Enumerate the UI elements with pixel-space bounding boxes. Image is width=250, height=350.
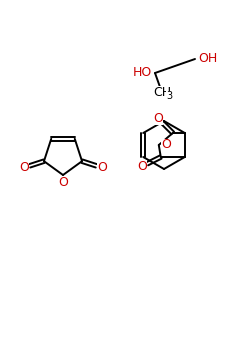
Text: HO: HO [133,66,152,79]
Text: CH: CH [153,85,171,98]
Text: O: O [58,175,68,189]
Text: 3: 3 [166,91,172,101]
Text: O: O [161,139,171,152]
Text: OH: OH [198,52,217,65]
Text: O: O [137,160,147,173]
Text: O: O [153,112,163,125]
Text: O: O [19,161,29,174]
Text: O: O [97,161,107,174]
